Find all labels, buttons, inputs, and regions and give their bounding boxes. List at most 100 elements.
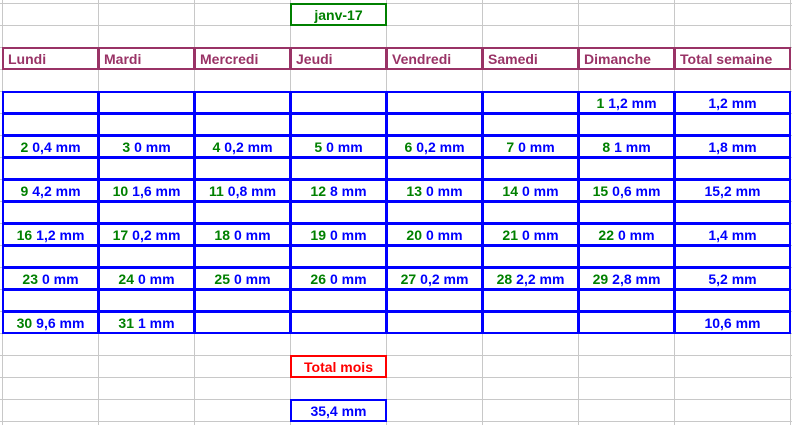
spacer-cell[interactable] (674, 201, 791, 224)
spacer-cell[interactable] (2, 289, 99, 312)
empty-day-cell[interactable] (290, 91, 387, 114)
spacer-cell[interactable] (194, 157, 291, 180)
spacer-cell[interactable] (578, 289, 675, 312)
day-cell-11[interactable]: 11 0,8 mm (194, 179, 291, 202)
spacer-cell[interactable] (194, 201, 291, 224)
header-mercredi[interactable]: Mercredi (194, 47, 291, 70)
day-cell-24[interactable]: 24 0 mm (98, 267, 195, 290)
day-cell-21[interactable]: 21 0 mm (482, 223, 579, 246)
empty-day-cell[interactable] (2, 91, 99, 114)
spacer-cell[interactable] (194, 289, 291, 312)
spacer-cell[interactable] (386, 201, 483, 224)
day-cell-28[interactable]: 28 2,2 mm (482, 267, 579, 290)
empty-day-cell[interactable] (482, 311, 579, 334)
day-cell-29[interactable]: 29 2,8 mm (578, 267, 675, 290)
spacer-cell[interactable] (194, 113, 291, 136)
spacer-cell[interactable] (482, 245, 579, 268)
spacer-cell[interactable] (2, 245, 99, 268)
spacer-cell[interactable] (386, 113, 483, 136)
spacer-cell[interactable] (578, 245, 675, 268)
week-total-cell[interactable]: 10,6 mm (674, 311, 791, 334)
day-cell-14[interactable]: 14 0 mm (482, 179, 579, 202)
spacer-cell[interactable] (482, 289, 579, 312)
day-cell-9[interactable]: 9 4,2 mm (2, 179, 99, 202)
header-samedi[interactable]: Samedi (482, 47, 579, 70)
spacer-cell[interactable] (98, 113, 195, 136)
spacer-cell[interactable] (578, 201, 675, 224)
empty-day-cell[interactable] (98, 91, 195, 114)
empty-day-cell[interactable] (386, 91, 483, 114)
header-lundi[interactable]: Lundi (2, 47, 99, 70)
spacer-cell[interactable] (98, 201, 195, 224)
day-cell-17[interactable]: 17 0,2 mm (98, 223, 195, 246)
week-total-cell[interactable]: 5,2 mm (674, 267, 791, 290)
empty-day-cell[interactable] (482, 91, 579, 114)
spacer-cell[interactable] (674, 157, 791, 180)
total-month-label[interactable]: Total mois (290, 355, 387, 378)
day-cell-30[interactable]: 30 9,6 mm (2, 311, 99, 334)
spacer-cell[interactable] (98, 157, 195, 180)
day-cell-25[interactable]: 25 0 mm (194, 267, 291, 290)
header-jeudi[interactable]: Jeudi (290, 47, 387, 70)
spacer-cell[interactable] (482, 113, 579, 136)
spacer-cell[interactable] (386, 289, 483, 312)
spacer-cell[interactable] (290, 113, 387, 136)
spacer-cell[interactable] (578, 113, 675, 136)
empty-day-cell[interactable] (194, 91, 291, 114)
day-cell-12[interactable]: 12 8 mm (290, 179, 387, 202)
header-mardi[interactable]: Mardi (98, 47, 195, 70)
empty-day-cell[interactable] (290, 311, 387, 334)
day-cell-23[interactable]: 23 0 mm (2, 267, 99, 290)
spacer-cell[interactable] (290, 289, 387, 312)
week-total-cell[interactable]: 1,2 mm (674, 91, 791, 114)
spacer-cell[interactable] (386, 245, 483, 268)
week-total-cell[interactable]: 1,8 mm (674, 135, 791, 158)
header-total-semaine[interactable]: Total semaine (674, 47, 791, 70)
day-cell-6[interactable]: 6 0,2 mm (386, 135, 483, 158)
day-cell-1[interactable]: 1 1,2 mm (578, 91, 675, 114)
spacer-cell[interactable] (674, 245, 791, 268)
week-total-cell[interactable]: 15,2 mm (674, 179, 791, 202)
day-cell-26[interactable]: 26 0 mm (290, 267, 387, 290)
day-cell-2[interactable]: 2 0,4 mm (2, 135, 99, 158)
day-cell-10[interactable]: 10 1,6 mm (98, 179, 195, 202)
spacer-cell[interactable] (290, 245, 387, 268)
day-cell-19[interactable]: 19 0 mm (290, 223, 387, 246)
day-cell-13[interactable]: 13 0 mm (386, 179, 483, 202)
spacer-cell[interactable] (482, 157, 579, 180)
spacer-cell[interactable] (2, 113, 99, 136)
spacer-cell[interactable] (98, 245, 195, 268)
empty-day-cell[interactable] (386, 311, 483, 334)
spacer-cell[interactable] (290, 201, 387, 224)
day-cell-4[interactable]: 4 0,2 mm (194, 135, 291, 158)
spacer-cell[interactable] (2, 157, 99, 180)
spacer-cell[interactable] (98, 289, 195, 312)
spacer-cell[interactable] (386, 157, 483, 180)
day-cell-20[interactable]: 20 0 mm (386, 223, 483, 246)
day-cell-31[interactable]: 31 1 mm (98, 311, 195, 334)
day-cell-27[interactable]: 27 0,2 mm (386, 267, 483, 290)
spacer-cell[interactable] (2, 201, 99, 224)
spacer-cell[interactable] (194, 245, 291, 268)
day-cell-16[interactable]: 16 1,2 mm (2, 223, 99, 246)
spacer-cell[interactable] (674, 289, 791, 312)
total-month-value[interactable]: 35,4 mm (290, 399, 387, 422)
week-total-cell[interactable]: 1,4 mm (674, 223, 791, 246)
day-cell-22[interactable]: 22 0 mm (578, 223, 675, 246)
header-vendredi[interactable]: Vendredi (386, 47, 483, 70)
rainfall-value: 4,2 mm (32, 182, 81, 199)
empty-day-cell[interactable] (194, 311, 291, 334)
month-cell[interactable]: janv-17 (290, 3, 387, 26)
spacer-cell[interactable] (482, 201, 579, 224)
day-cell-15[interactable]: 15 0,6 mm (578, 179, 675, 202)
spacer-cell[interactable] (674, 113, 791, 136)
spacer-cell[interactable] (290, 157, 387, 180)
empty-day-cell[interactable] (578, 311, 675, 334)
day-cell-18[interactable]: 18 0 mm (194, 223, 291, 246)
header-dimanche[interactable]: Dimanche (578, 47, 675, 70)
spacer-cell[interactable] (578, 157, 675, 180)
